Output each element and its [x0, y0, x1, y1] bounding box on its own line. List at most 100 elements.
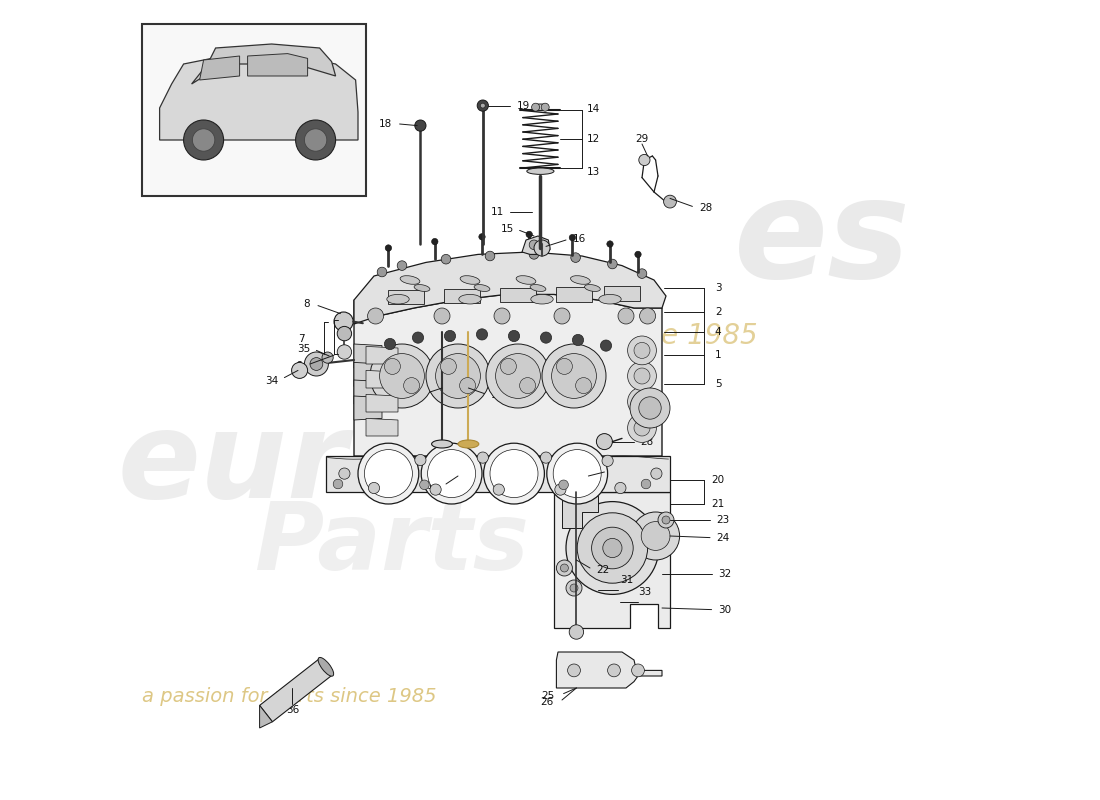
Circle shape — [547, 443, 607, 504]
Circle shape — [607, 259, 617, 269]
Circle shape — [572, 334, 584, 346]
Circle shape — [637, 269, 647, 278]
Circle shape — [415, 454, 426, 466]
Polygon shape — [444, 289, 480, 303]
Circle shape — [333, 479, 343, 489]
Text: 29: 29 — [636, 134, 649, 144]
Circle shape — [476, 329, 487, 340]
Circle shape — [436, 354, 481, 398]
Text: 31: 31 — [620, 575, 634, 585]
Circle shape — [628, 362, 657, 390]
Circle shape — [397, 261, 407, 270]
Circle shape — [481, 103, 485, 108]
Circle shape — [559, 480, 569, 490]
Circle shape — [310, 358, 322, 370]
Ellipse shape — [532, 104, 549, 110]
Polygon shape — [500, 288, 536, 302]
Circle shape — [658, 512, 674, 528]
Text: 30: 30 — [718, 606, 732, 615]
Circle shape — [575, 378, 592, 394]
Polygon shape — [366, 370, 398, 388]
Circle shape — [540, 332, 551, 343]
Circle shape — [662, 516, 670, 524]
Circle shape — [379, 354, 425, 398]
Text: 20: 20 — [712, 475, 725, 485]
Circle shape — [384, 358, 400, 374]
Text: 3: 3 — [715, 283, 722, 293]
Circle shape — [419, 480, 429, 490]
Text: 27: 27 — [569, 473, 582, 482]
Circle shape — [568, 664, 581, 677]
Circle shape — [607, 241, 613, 247]
Text: 35: 35 — [297, 344, 310, 354]
Polygon shape — [354, 252, 666, 324]
Circle shape — [566, 580, 582, 596]
Circle shape — [570, 584, 578, 592]
Polygon shape — [604, 286, 639, 301]
Text: 19: 19 — [516, 101, 530, 110]
Circle shape — [339, 468, 350, 479]
Circle shape — [367, 308, 384, 324]
Circle shape — [578, 513, 648, 583]
Text: a passion for parts since 1985: a passion for parts since 1985 — [142, 686, 437, 706]
Circle shape — [641, 522, 670, 550]
Polygon shape — [354, 396, 382, 420]
Polygon shape — [354, 344, 382, 368]
Ellipse shape — [414, 285, 430, 291]
Polygon shape — [366, 418, 398, 436]
Circle shape — [292, 362, 308, 378]
Circle shape — [571, 253, 581, 262]
Circle shape — [415, 120, 426, 131]
Circle shape — [421, 443, 482, 504]
Text: 6: 6 — [296, 361, 303, 370]
Circle shape — [554, 484, 566, 495]
Circle shape — [412, 332, 424, 343]
Polygon shape — [354, 362, 382, 386]
Text: 16: 16 — [572, 234, 585, 244]
Circle shape — [540, 452, 551, 463]
Circle shape — [184, 120, 223, 160]
Circle shape — [430, 484, 441, 495]
Text: 11: 11 — [491, 207, 505, 217]
Circle shape — [641, 479, 651, 489]
Ellipse shape — [584, 285, 601, 291]
Text: 22: 22 — [596, 566, 609, 575]
Ellipse shape — [527, 168, 554, 174]
Text: 4: 4 — [715, 327, 722, 337]
Text: 7: 7 — [298, 334, 305, 344]
Polygon shape — [388, 290, 424, 304]
Circle shape — [460, 378, 475, 394]
Circle shape — [651, 468, 662, 479]
Text: 17: 17 — [427, 482, 440, 491]
Text: 13: 13 — [586, 167, 601, 177]
Circle shape — [444, 330, 455, 342]
Circle shape — [305, 129, 327, 151]
Text: 36: 36 — [286, 705, 299, 714]
Text: 21: 21 — [712, 499, 725, 509]
Circle shape — [628, 414, 657, 442]
Circle shape — [607, 664, 620, 677]
Circle shape — [634, 394, 650, 410]
Text: 32: 32 — [718, 570, 732, 579]
Text: 23: 23 — [716, 515, 729, 525]
Polygon shape — [557, 287, 592, 302]
Circle shape — [384, 338, 396, 350]
Circle shape — [486, 344, 550, 408]
Polygon shape — [354, 294, 662, 456]
Circle shape — [569, 625, 584, 639]
Circle shape — [663, 195, 676, 208]
Circle shape — [428, 450, 475, 498]
Circle shape — [541, 103, 549, 111]
Ellipse shape — [318, 658, 333, 676]
Circle shape — [630, 388, 670, 428]
Circle shape — [338, 345, 352, 359]
Circle shape — [534, 240, 550, 256]
Circle shape — [493, 484, 505, 495]
Ellipse shape — [516, 276, 536, 284]
Circle shape — [596, 434, 613, 450]
Circle shape — [431, 238, 438, 245]
Circle shape — [639, 308, 656, 324]
Text: 9: 9 — [419, 389, 426, 398]
Circle shape — [618, 308, 634, 324]
Text: euro: euro — [118, 406, 432, 522]
